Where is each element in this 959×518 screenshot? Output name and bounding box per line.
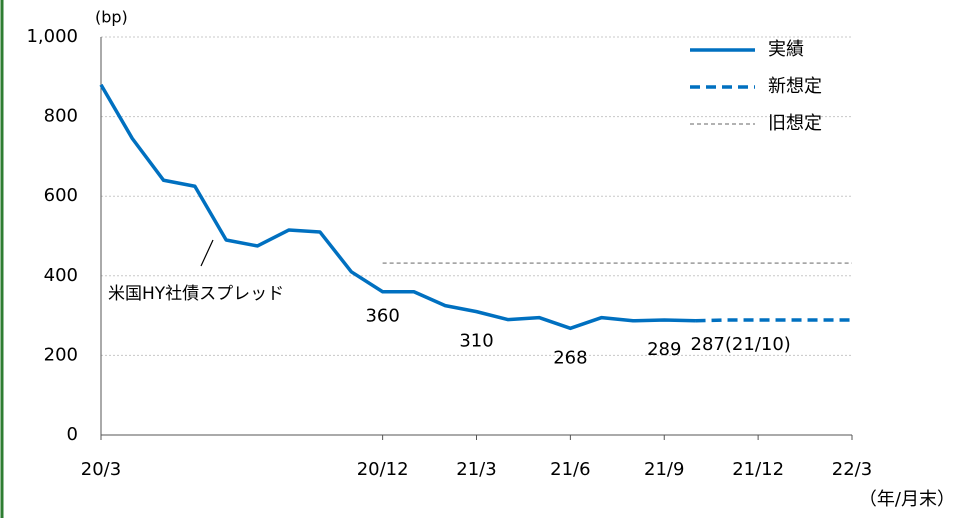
y-tick-label: 800 bbox=[44, 106, 78, 127]
data-label: 289 bbox=[647, 339, 681, 360]
data-label: 360 bbox=[365, 306, 399, 327]
data-label: 310 bbox=[459, 331, 493, 352]
series-line bbox=[99, 83, 696, 331]
data-label: 268 bbox=[553, 347, 587, 368]
legend-label: 新想定 bbox=[768, 76, 822, 97]
x-tick-label: 21/9 bbox=[644, 459, 684, 480]
y-axis-label: (bp) bbox=[95, 8, 128, 27]
legend-label: 実績 bbox=[768, 39, 804, 60]
x-tick-label: 21/3 bbox=[456, 459, 496, 480]
x-tick-label: 21/6 bbox=[550, 459, 590, 480]
x-tick-label: 22/3 bbox=[832, 459, 872, 480]
y-tick-label: 400 bbox=[44, 265, 78, 286]
x-axis-label: （年/月末） bbox=[859, 489, 955, 510]
x-tick-label: 21/12 bbox=[732, 459, 784, 480]
y-tick-label: 600 bbox=[44, 185, 78, 206]
data-label: 287(21/10) bbox=[691, 334, 791, 355]
x-tick-label: 20/12 bbox=[357, 459, 409, 480]
x-tick-label: 20/3 bbox=[81, 459, 121, 480]
annotation: 米国HY社債スプレッド bbox=[108, 284, 284, 304]
series-line bbox=[695, 318, 852, 323]
y-tick-label: 1,000 bbox=[26, 26, 78, 47]
y-tick-label: 0 bbox=[67, 424, 78, 445]
legend-label: 旧想定 bbox=[768, 113, 822, 134]
annotation-leader bbox=[200, 239, 214, 267]
y-tick-label: 200 bbox=[44, 344, 78, 365]
